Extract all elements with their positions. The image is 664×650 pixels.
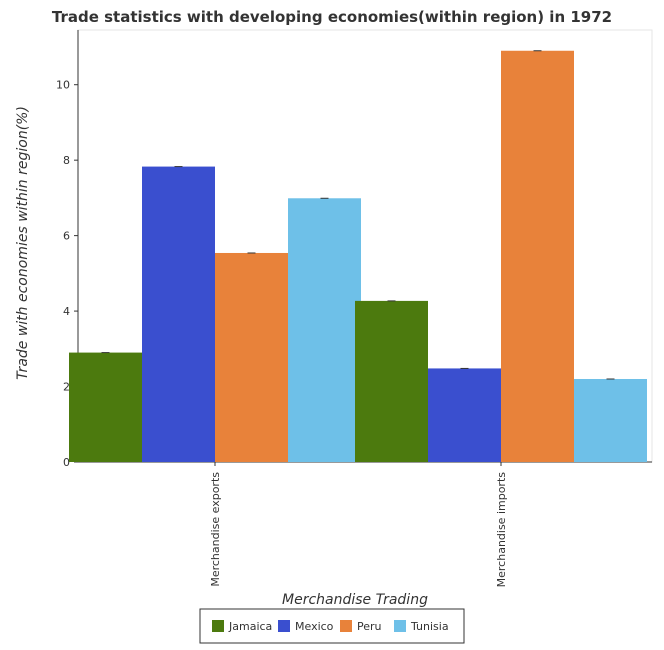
- bar-mexico-imports: [428, 368, 501, 462]
- legend-label-tunisia: Tunisia: [410, 620, 449, 633]
- x-tick-label: Merchandise imports: [495, 472, 508, 588]
- y-axis-title: Trade with economies within region(%): [15, 106, 31, 380]
- plot-area: 0 2 4 6 8 10 Merchandise exports Merchandise im…: [56, 29, 653, 588]
- y-tick-label: 2: [63, 381, 70, 394]
- legend-swatch-peru: [340, 620, 352, 632]
- y-tick-label: 8: [63, 154, 70, 167]
- y-tick-label: 6: [63, 230, 70, 243]
- legend-swatch-mexico: [278, 620, 290, 632]
- legend-label-jamaica: Jamaica: [228, 620, 272, 633]
- legend-swatch-tunisia: [394, 620, 406, 632]
- bar-peru-imports: [501, 50, 574, 462]
- bar-jamaica-imports: [355, 300, 428, 462]
- bar-tunisia-exports: [288, 198, 361, 462]
- bar-tunisia-imports: [574, 378, 647, 462]
- legend: Jamaica Mexico Peru Tunisia: [199, 608, 465, 644]
- legend-label-peru: Peru: [357, 620, 382, 633]
- bar-jamaica-exports: [69, 352, 142, 462]
- y-tick-label: 10: [56, 79, 70, 92]
- legend-box: [199, 608, 465, 644]
- bar-mexico-exports: [142, 166, 215, 463]
- chart-title: Trade statistics with developing economi…: [51, 8, 613, 26]
- bar-peru-exports: [215, 252, 288, 462]
- y-tick-label: 0: [63, 456, 70, 469]
- x-tick-label: Merchandise exports: [209, 472, 222, 587]
- legend-label-mexico: Mexico: [295, 620, 334, 633]
- x-axis-title: Merchandise Trading: [282, 592, 428, 608]
- legend-swatch-jamaica: [212, 620, 224, 632]
- y-tick-label: 4: [63, 305, 70, 318]
